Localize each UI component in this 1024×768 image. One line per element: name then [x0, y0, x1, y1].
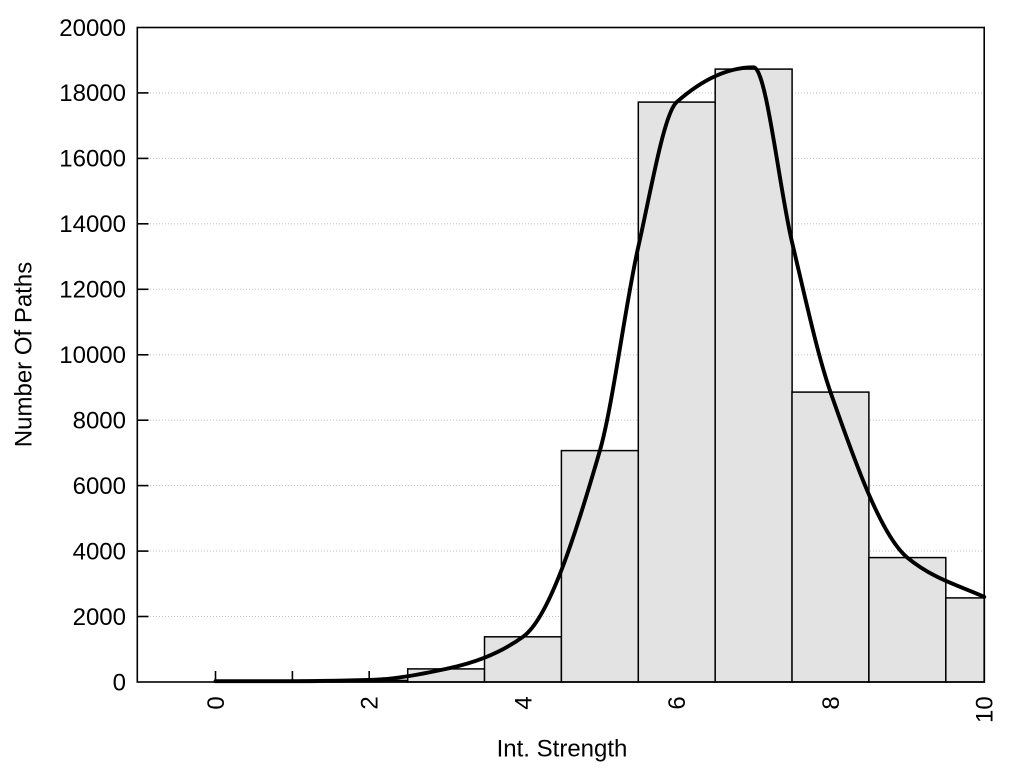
- svg-text:10000: 10000: [59, 342, 126, 369]
- svg-text:14000: 14000: [59, 211, 126, 238]
- svg-text:20000: 20000: [59, 15, 126, 42]
- svg-text:Number Of Paths: Number Of Paths: [11, 262, 38, 447]
- svg-text:4: 4: [510, 696, 537, 709]
- svg-text:Int. Strength: Int. Strength: [497, 736, 628, 763]
- svg-text:6: 6: [664, 696, 691, 709]
- svg-text:0: 0: [203, 696, 230, 709]
- svg-text:10: 10: [972, 696, 999, 723]
- svg-text:8000: 8000: [73, 408, 126, 435]
- svg-text:12000: 12000: [59, 277, 126, 304]
- svg-text:4000: 4000: [73, 538, 126, 565]
- svg-text:0: 0: [113, 669, 126, 696]
- svg-text:2000: 2000: [73, 604, 126, 631]
- svg-text:6000: 6000: [73, 473, 126, 500]
- svg-text:2: 2: [357, 696, 384, 709]
- svg-text:8: 8: [818, 696, 845, 709]
- svg-text:18000: 18000: [59, 80, 126, 107]
- svg-text:16000: 16000: [59, 146, 126, 173]
